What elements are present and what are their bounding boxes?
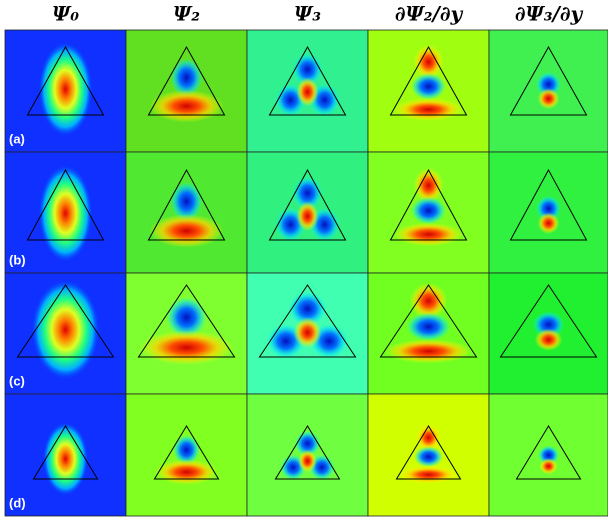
field-blob	[38, 42, 92, 137]
field-blob	[297, 78, 319, 107]
field-blob	[149, 214, 223, 247]
field-blob	[294, 317, 321, 347]
field-blob	[399, 466, 457, 484]
field-blob	[538, 212, 560, 234]
column-header: Ψ₂	[173, 2, 200, 26]
field-blob	[394, 223, 463, 247]
field-blob	[297, 202, 319, 231]
field-blob	[385, 339, 472, 363]
field-blob	[38, 164, 92, 262]
field-blob	[411, 197, 446, 224]
column-header: ∂Ψ₃/∂y	[515, 2, 584, 26]
row-label: (b)	[9, 252, 26, 267]
field-blob	[538, 88, 560, 109]
field-blob	[155, 459, 217, 484]
row-label: (d)	[9, 495, 26, 510]
field-blob	[539, 458, 557, 474]
row-label: (a)	[9, 131, 25, 146]
column-header: ∂Ψ₂/∂y	[395, 2, 464, 26]
column-header: Ψ₀	[52, 2, 79, 26]
field-blob	[414, 446, 443, 467]
field-blob	[140, 331, 234, 365]
figure: Ψ₀ Ψ₂ Ψ₃ ∂Ψ₂/∂y ∂Ψ₃/∂y (a) (b) (c) (d)	[0, 0, 608, 523]
field-blob	[411, 73, 446, 100]
row-label: (c)	[9, 373, 25, 388]
field-blob	[149, 90, 223, 122]
field-blob	[31, 279, 100, 380]
field-blob	[407, 313, 451, 341]
column-header: Ψ₃	[294, 2, 321, 26]
field-blob	[298, 450, 316, 472]
field-blob	[394, 98, 463, 121]
field-blob	[43, 422, 89, 496]
field-blob	[535, 329, 562, 351]
